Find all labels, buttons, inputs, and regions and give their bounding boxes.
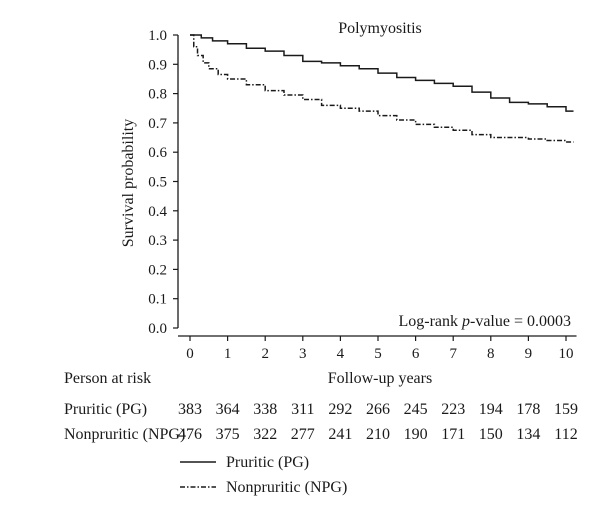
y-tick-label: 0.8	[148, 87, 167, 103]
risk-value: 245	[404, 401, 428, 418]
risk-value: 190	[404, 426, 428, 443]
y-tick-label: 0.2	[148, 262, 167, 278]
series-line-pruritic	[190, 34, 574, 112]
risk-value: 159	[554, 401, 578, 418]
series-line-nonpruritic	[190, 34, 574, 143]
risk-value: 311	[291, 401, 314, 418]
y-tick-label: 0.7	[148, 116, 167, 132]
risk-value: 338	[253, 401, 277, 418]
logrank-p: p	[461, 313, 470, 330]
x-tick-label: 2	[261, 346, 269, 362]
x-tick-label: 4	[337, 346, 345, 362]
risk-row-label: Nonpruritic (NPG)	[64, 426, 185, 443]
risk-value: 150	[479, 426, 503, 443]
risk-value: 266	[366, 401, 390, 418]
x-tick-label: 6	[412, 346, 420, 362]
risk-value: 223	[441, 401, 465, 418]
legend: Pruritic (PG) Nonpruritic (NPG)	[180, 454, 347, 496]
y-tick-label: 0.5	[148, 175, 167, 191]
x-tick-label: 3	[299, 346, 307, 362]
risk-value: 210	[366, 426, 390, 443]
y-tick-label: 0.4	[148, 204, 167, 220]
y-axis-label: Survival probability	[120, 119, 137, 247]
risk-value: 322	[253, 426, 277, 443]
x-tick-label: 7	[449, 346, 457, 362]
risk-value: 134	[516, 426, 540, 443]
risk-value: 292	[328, 401, 352, 418]
risk-value: 364	[216, 401, 240, 418]
logrank-annotation: Log-rank p-value = 0.0003	[398, 313, 571, 330]
risk-value: 194	[479, 401, 503, 418]
risk-value: 476	[178, 426, 202, 443]
logrank-prefix: Log-rank	[398, 313, 462, 330]
logrank-suffix: -value = 0.0003	[470, 313, 571, 330]
x-tick-label: 0	[186, 346, 194, 362]
y-tick-label: 0.9	[148, 57, 167, 73]
axes: 0.0 0.1 0.2 0.3 0.4 0.5 0.6 0.7 0.8 0.9 1.0 0 1 2 3 4 5 6…	[148, 28, 577, 362]
y-tick-label: 1.0	[148, 28, 167, 44]
x-tick-label: 9	[525, 346, 533, 362]
risk-table-header: Person at risk	[64, 370, 151, 387]
risk-table: Person at risk Pruritic (PG) 383 364 338 311 2…	[64, 370, 578, 443]
risk-value: 383	[178, 401, 202, 418]
y-tick-label: 0.1	[148, 292, 167, 308]
risk-row-label: Pruritic (PG)	[64, 401, 147, 418]
x-tick-label: 10	[559, 346, 574, 362]
chart-title: Polymyositis	[338, 20, 422, 37]
x-tick-label: 8	[487, 346, 495, 362]
risk-value: 171	[441, 426, 465, 443]
y-tick-label: 0.3	[148, 233, 167, 249]
legend-label: Nonpruritic (NPG)	[226, 479, 347, 496]
x-tick-label: 5	[374, 346, 382, 362]
risk-value: 241	[328, 426, 352, 443]
risk-value: 375	[216, 426, 240, 443]
x-tick-label: 1	[224, 346, 232, 362]
y-tick-label: 0.6	[148, 145, 167, 161]
x-axis-label: Follow-up years	[328, 370, 432, 387]
risk-value: 112	[554, 426, 577, 443]
risk-value: 277	[291, 426, 315, 443]
risk-value: 178	[516, 401, 540, 418]
series-layer	[190, 34, 574, 143]
legend-label: Pruritic (PG)	[226, 454, 309, 471]
y-tick-label: 0.0	[148, 321, 167, 337]
